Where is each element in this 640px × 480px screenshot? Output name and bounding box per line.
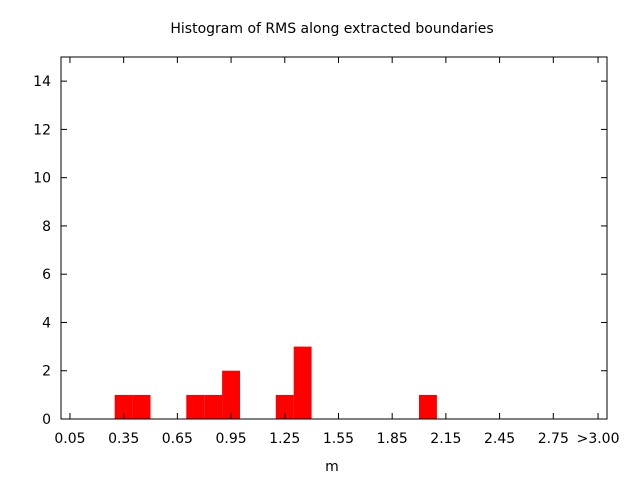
x-tick-label-2: 0.65: [162, 431, 193, 447]
x-tick-label-9: 2.75: [538, 431, 569, 447]
x-tick-label-6: 1.85: [377, 431, 408, 447]
y-tick-label-0: 0: [42, 412, 51, 428]
histogram-bar-4: [222, 370, 240, 419]
bars-group: [114, 346, 437, 419]
x-tick-label-4: 1.25: [269, 431, 300, 447]
chart-title: Histogram of RMS along extracted boundar…: [170, 21, 493, 37]
y-tick-label-7: 14: [33, 74, 51, 90]
y-tick-label-5: 10: [33, 171, 51, 187]
y-tick-label-3: 6: [42, 267, 51, 283]
histogram-bar-2: [186, 394, 205, 419]
x-tick-label-5: 1.55: [323, 431, 354, 447]
y-tick-label-1: 2: [42, 364, 51, 380]
histogram-bar-0: [114, 394, 133, 419]
histogram-bar-5: [275, 394, 294, 419]
y-tick-label-6: 12: [33, 122, 51, 138]
histogram-bar-6: [293, 346, 312, 419]
histogram-bar-1: [132, 394, 151, 419]
plot-frame: [60, 56, 608, 420]
y-tick-label-2: 4: [42, 315, 51, 331]
x-tick-label-3: 0.95: [215, 431, 246, 447]
histogram-bar-3: [204, 394, 223, 419]
x-tick-label-10: >3.00: [577, 431, 620, 447]
x-axis-label: m: [325, 459, 339, 475]
ticks-group: 0 2 4 6 8 10 12 14 0.05 0.35 0.65 0.95 1.25 1.55 1.85 2…: [33, 57, 620, 447]
y-tick-label-4: 8: [42, 219, 51, 235]
x-tick-label-0: 0.05: [54, 431, 85, 447]
histogram-bar-7: [419, 394, 437, 419]
x-tick-label-7: 2.15: [430, 431, 461, 447]
x-tick-label-8: 2.45: [484, 431, 515, 447]
x-tick-label-1: 0.35: [108, 431, 139, 447]
